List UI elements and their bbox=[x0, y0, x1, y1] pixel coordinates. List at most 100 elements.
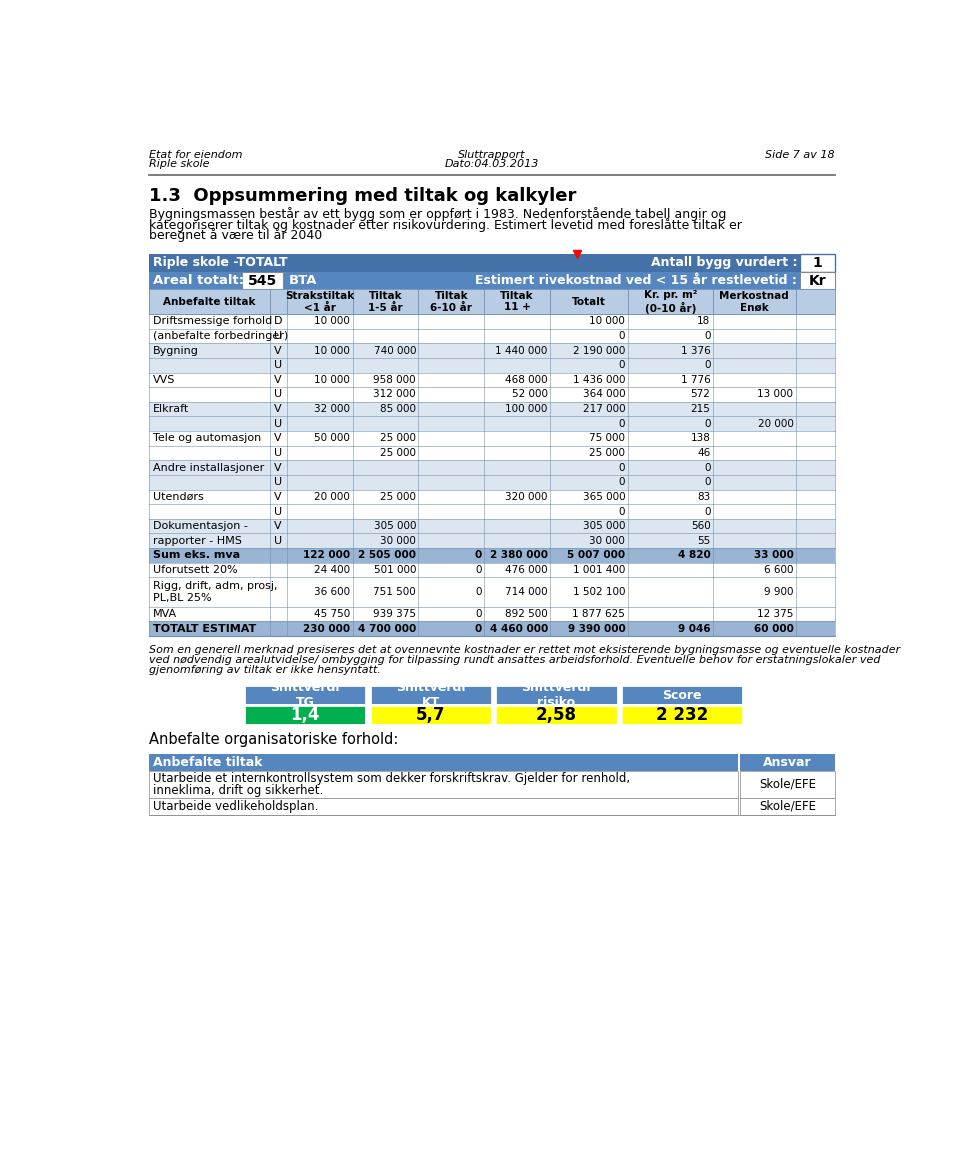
Bar bbox=[740, 772, 834, 798]
Text: 55: 55 bbox=[697, 536, 710, 545]
Text: 25 000: 25 000 bbox=[589, 448, 625, 457]
Text: 9 900: 9 900 bbox=[764, 586, 794, 597]
Text: 0: 0 bbox=[704, 419, 710, 429]
Text: 0: 0 bbox=[704, 462, 710, 473]
Text: Bygningsmassen består av ett bygg som er oppført i 1983. Nedenforstående tabell : Bygningsmassen består av ett bygg som er… bbox=[150, 206, 727, 221]
Text: kategoriserer tiltak og kostnader etter risikovurdering. Estimert levetid med fo: kategoriserer tiltak og kostnader etter … bbox=[150, 218, 742, 232]
Text: Dokumentasjon -: Dokumentasjon - bbox=[153, 521, 248, 531]
Bar bbox=[150, 622, 834, 636]
Text: 0: 0 bbox=[619, 331, 625, 341]
Text: U: U bbox=[274, 507, 282, 516]
Text: 20 000: 20 000 bbox=[314, 491, 350, 502]
Bar bbox=[150, 416, 834, 430]
Text: 18: 18 bbox=[697, 317, 710, 326]
Text: MVA: MVA bbox=[153, 609, 177, 619]
Text: 958 000: 958 000 bbox=[373, 375, 416, 385]
Text: PL,BL 25%: PL,BL 25% bbox=[153, 594, 211, 603]
Text: Totalt: Totalt bbox=[572, 297, 606, 306]
Text: 33 000: 33 000 bbox=[754, 550, 794, 561]
Text: BTA: BTA bbox=[289, 274, 318, 287]
Text: Anbefalte tiltak: Anbefalte tiltak bbox=[153, 757, 262, 769]
Bar bbox=[150, 548, 834, 563]
Text: 0: 0 bbox=[619, 477, 625, 487]
Text: 320 000: 320 000 bbox=[505, 491, 548, 502]
Text: 20 000: 20 000 bbox=[757, 419, 794, 429]
Text: Utendørs: Utendørs bbox=[153, 491, 204, 502]
Bar bbox=[801, 272, 834, 290]
Text: 1 001 400: 1 001 400 bbox=[573, 565, 625, 575]
Bar bbox=[150, 253, 834, 272]
Text: V: V bbox=[275, 462, 282, 473]
Text: Uforutsett 20%: Uforutsett 20% bbox=[153, 565, 237, 575]
Bar bbox=[244, 705, 367, 725]
Text: 0: 0 bbox=[704, 507, 710, 516]
Text: VVS: VVS bbox=[153, 375, 175, 385]
Text: 85 000: 85 000 bbox=[380, 405, 416, 414]
Text: Score: Score bbox=[662, 689, 702, 701]
Bar bbox=[150, 290, 834, 314]
Text: 740 000: 740 000 bbox=[373, 346, 416, 355]
Text: 0: 0 bbox=[704, 331, 710, 341]
Text: 2 190 000: 2 190 000 bbox=[573, 346, 625, 355]
Bar bbox=[621, 705, 743, 725]
Text: 572: 572 bbox=[690, 389, 710, 400]
Text: 0: 0 bbox=[475, 609, 482, 619]
Bar bbox=[150, 344, 834, 358]
Text: 1.3  Oppsummering med tiltak og kalkyler: 1.3 Oppsummering med tiltak og kalkyler bbox=[150, 188, 577, 205]
Text: 32 000: 32 000 bbox=[314, 405, 350, 414]
Bar bbox=[150, 373, 834, 387]
Text: Etat for eiendom: Etat for eiendom bbox=[150, 150, 243, 160]
Text: beregnet å være til år 2040: beregnet å være til år 2040 bbox=[150, 229, 323, 243]
Text: Andre installasjoner: Andre installasjoner bbox=[153, 462, 264, 473]
Text: Estimert rivekostnad ved < 15 år restlevetid :: Estimert rivekostnad ved < 15 år restlev… bbox=[475, 274, 798, 287]
Text: 25 000: 25 000 bbox=[380, 491, 416, 502]
Bar bbox=[740, 798, 834, 814]
Text: Antall bygg vurdert :: Antall bygg vurdert : bbox=[651, 257, 798, 270]
Bar bbox=[150, 534, 834, 548]
Text: 2 380 000: 2 380 000 bbox=[490, 550, 548, 561]
Text: 1: 1 bbox=[812, 256, 823, 270]
Text: 13 000: 13 000 bbox=[757, 389, 794, 400]
Bar bbox=[150, 563, 834, 577]
Text: 4 460 000: 4 460 000 bbox=[490, 624, 548, 633]
Bar bbox=[150, 772, 738, 798]
Text: Side 7 av 18: Side 7 av 18 bbox=[765, 150, 834, 160]
Text: 4 820: 4 820 bbox=[678, 550, 710, 561]
Text: V: V bbox=[275, 375, 282, 385]
Text: Utarbeide et internkontrollsystem som dekker forskriftskrav. Gjelder for renhold: Utarbeide et internkontrollsystem som de… bbox=[153, 772, 630, 785]
Text: 1 440 000: 1 440 000 bbox=[495, 346, 548, 355]
Text: U: U bbox=[274, 360, 282, 371]
Text: Snittverdi
TG: Snittverdi TG bbox=[271, 682, 340, 710]
Bar bbox=[243, 272, 283, 290]
Text: 0: 0 bbox=[474, 550, 482, 561]
Text: 30 000: 30 000 bbox=[380, 536, 416, 545]
Text: 46: 46 bbox=[697, 448, 710, 457]
Text: 501 000: 501 000 bbox=[373, 565, 416, 575]
Text: 9 046: 9 046 bbox=[678, 624, 710, 633]
Text: U: U bbox=[274, 536, 282, 545]
Text: V: V bbox=[275, 405, 282, 414]
Text: 714 000: 714 000 bbox=[505, 586, 548, 597]
Bar bbox=[150, 314, 834, 328]
Text: 25 000: 25 000 bbox=[380, 448, 416, 457]
Text: 25 000: 25 000 bbox=[380, 433, 416, 443]
Text: 2,58: 2,58 bbox=[536, 706, 577, 724]
Text: 215: 215 bbox=[690, 405, 710, 414]
Text: 100 000: 100 000 bbox=[505, 405, 548, 414]
Text: U: U bbox=[274, 419, 282, 429]
Text: V: V bbox=[275, 433, 282, 443]
Text: 0: 0 bbox=[619, 360, 625, 371]
Bar bbox=[150, 489, 834, 504]
Bar bbox=[150, 402, 834, 416]
Text: Bygning: Bygning bbox=[153, 346, 199, 355]
Bar bbox=[150, 358, 834, 373]
Text: Anbefalte tiltak: Anbefalte tiltak bbox=[163, 297, 255, 306]
Bar bbox=[370, 705, 492, 725]
Text: 45 750: 45 750 bbox=[314, 609, 350, 619]
Text: Merkostnad
Enøk: Merkostnad Enøk bbox=[719, 291, 789, 312]
Text: 12 375: 12 375 bbox=[757, 609, 794, 619]
Text: Sum eks. mva: Sum eks. mva bbox=[153, 550, 240, 561]
Bar bbox=[150, 577, 834, 606]
Text: 365 000: 365 000 bbox=[583, 491, 625, 502]
Bar bbox=[150, 754, 738, 772]
